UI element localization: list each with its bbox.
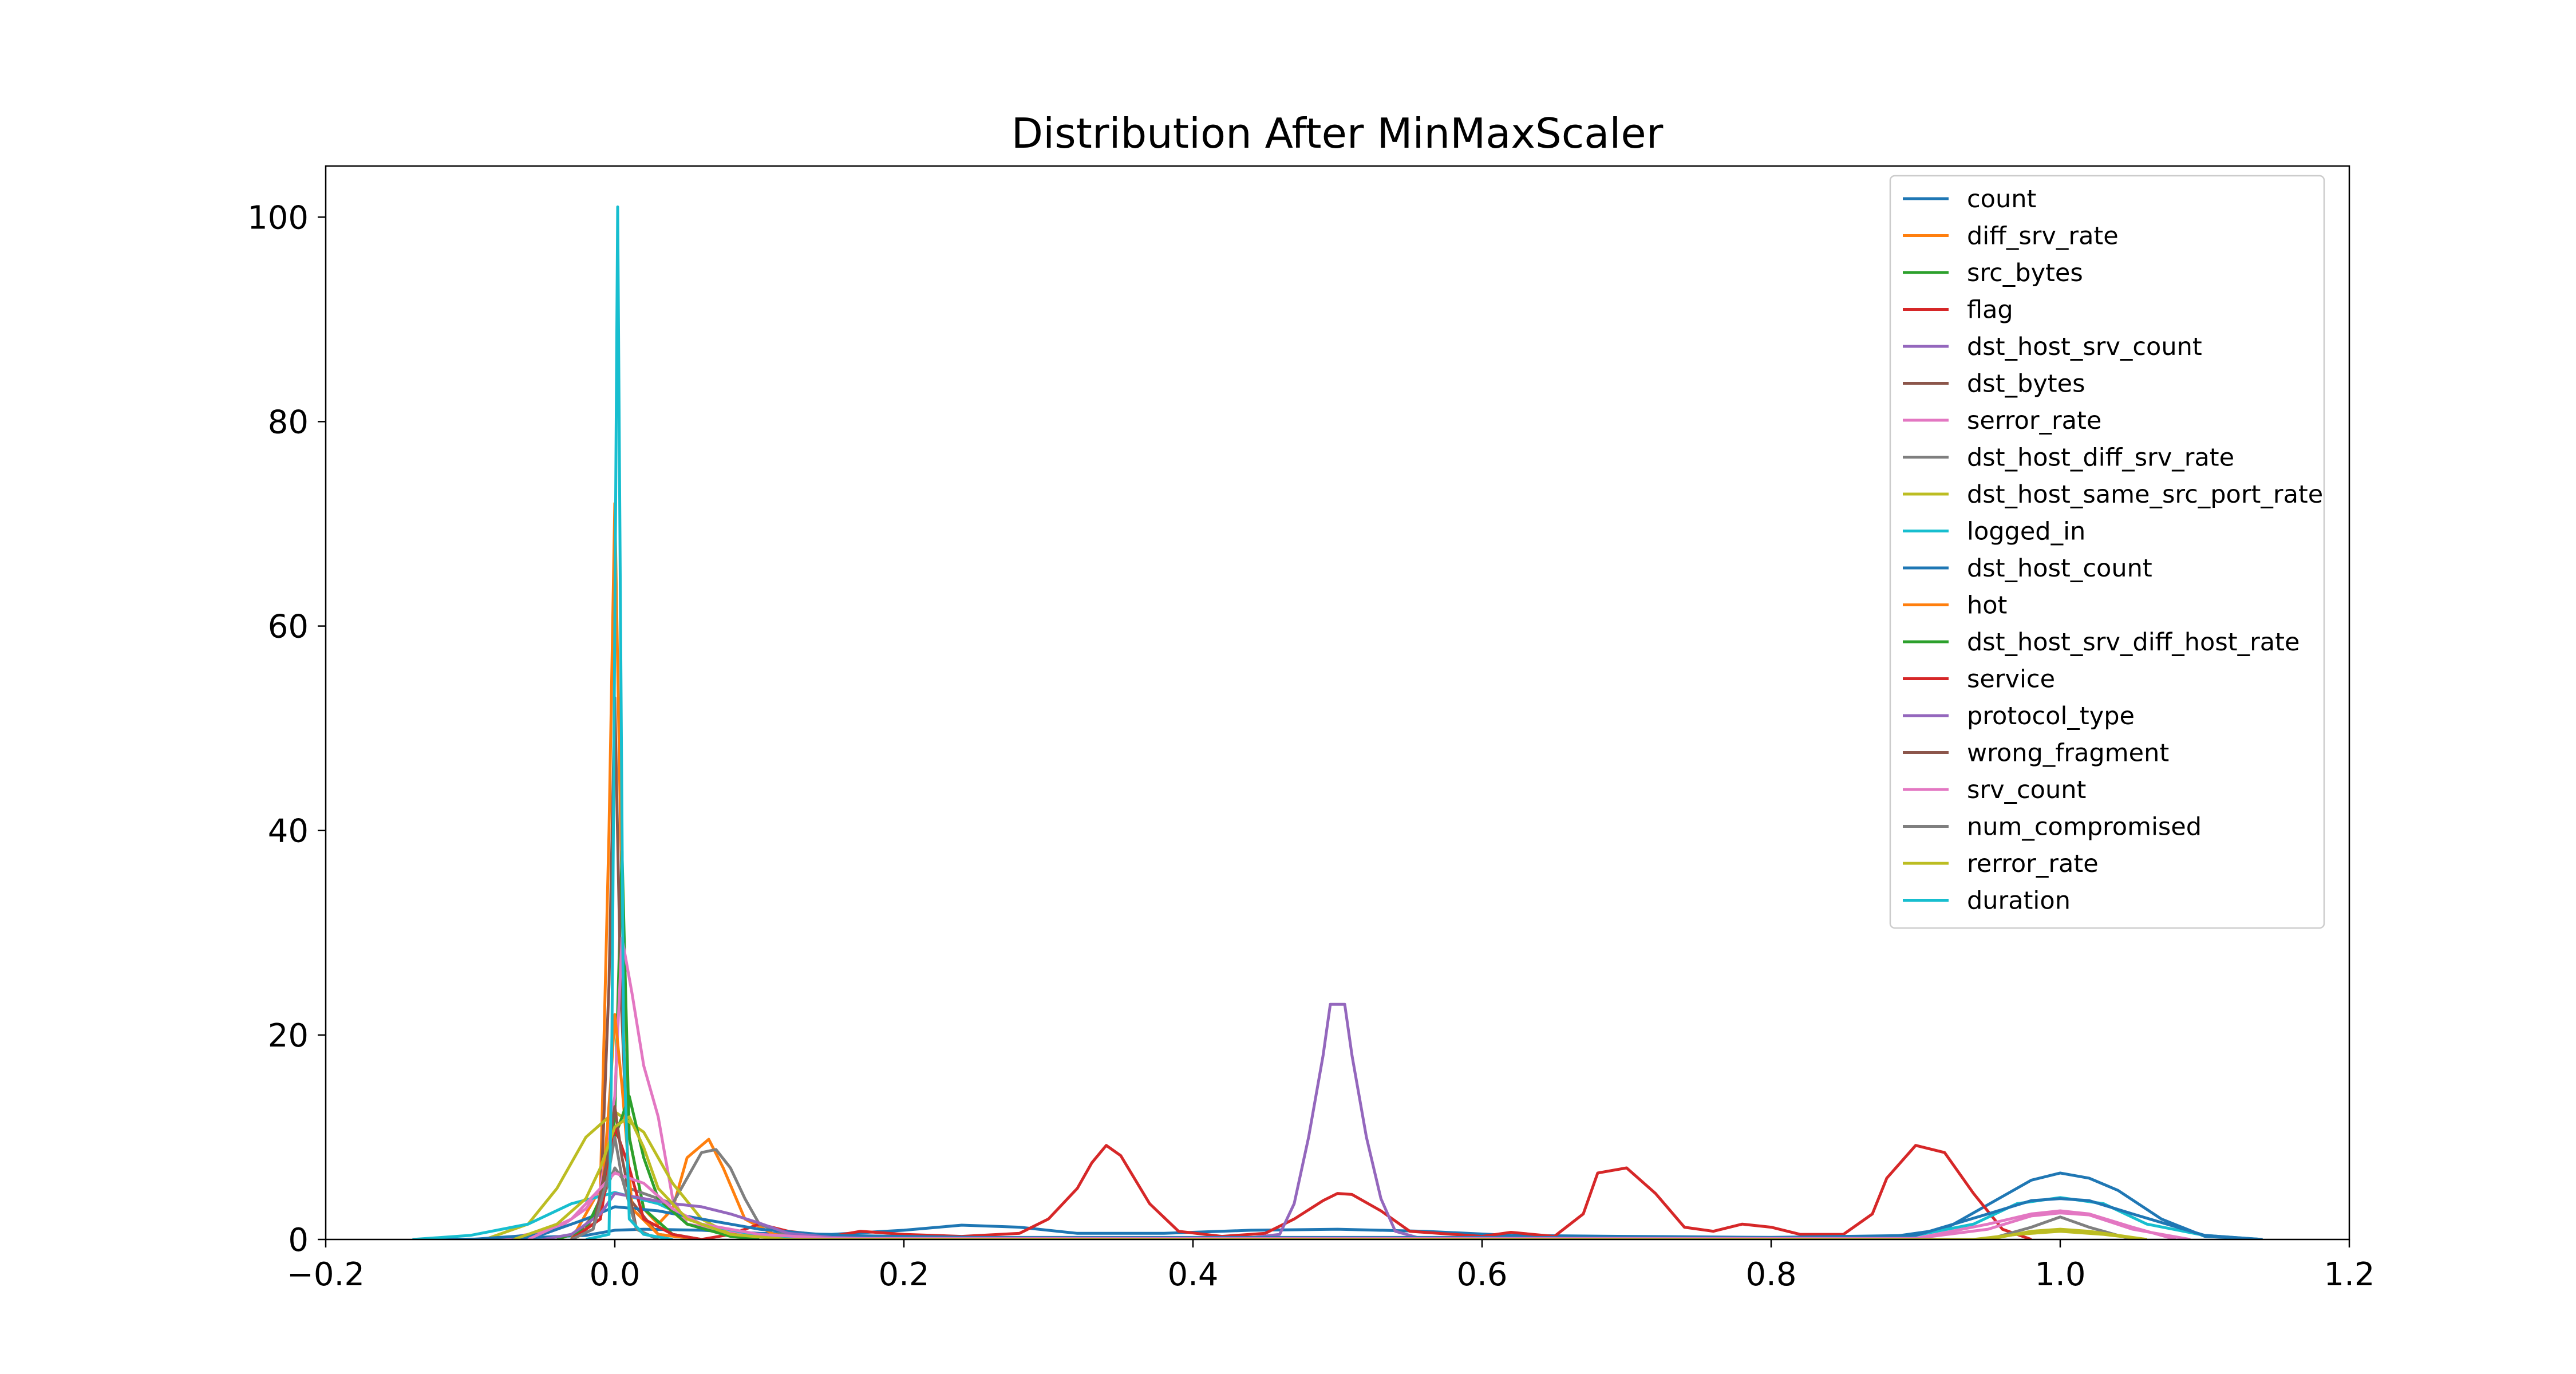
legend-label: dst_host_srv_count — [1967, 333, 2202, 361]
series-line-rerror-rate — [513, 1115, 2147, 1239]
series-layer — [412, 205, 2263, 1239]
x-tick-label: −0.2 — [287, 1256, 365, 1293]
legend-label: diff_srv_rate — [1967, 222, 2119, 251]
y-tick-label: 60 — [268, 609, 309, 646]
series-line-diff-srv-rate — [570, 502, 817, 1239]
x-tick-label: 0.0 — [589, 1256, 640, 1293]
legend-label: flag — [1967, 296, 2013, 325]
y-tick-label: 100 — [247, 199, 309, 236]
legend-label: dst_host_diff_srv_rate — [1967, 444, 2234, 472]
legend-label: dst_host_count — [1967, 554, 2152, 583]
legend-label: src_bytes — [1967, 259, 2083, 287]
x-tick-label: 1.0 — [2034, 1256, 2085, 1293]
x-tick-label: 0.4 — [1167, 1256, 1218, 1293]
legend-label: service — [1967, 665, 2055, 694]
chart-title: Distribution After MinMaxScaler — [1012, 109, 1664, 157]
series-line-service — [570, 1126, 702, 1239]
legend-label: count — [1967, 185, 2036, 214]
legend-label: wrong_fragment — [1967, 739, 2169, 768]
legend-label: rerror_rate — [1967, 850, 2099, 878]
series-line-dst-host-srv-diff-host-rate — [556, 1095, 760, 1239]
legend-label: duration — [1967, 887, 2071, 915]
y-axis: 0 20 40 60 80 100 — [247, 199, 326, 1259]
legend-label: num_compromised — [1967, 813, 2202, 842]
plot-frame — [325, 165, 2350, 1241]
y-tick-label: 0 — [288, 1222, 309, 1259]
legend-label: srv_count — [1967, 776, 2086, 804]
legend-label: protocol_type — [1967, 702, 2135, 731]
x-tick-label: 1.2 — [2324, 1256, 2374, 1293]
x-tick-label: 0.2 — [878, 1256, 929, 1293]
legend-label: serror_rate — [1967, 406, 2101, 435]
x-tick-label: 0.6 — [1456, 1256, 1507, 1293]
legend-label: dst_bytes — [1967, 370, 2085, 398]
series-line-flag — [701, 1144, 2032, 1239]
legend-label: hot — [1967, 591, 2007, 620]
legend-label: dst_host_srv_diff_host_rate — [1967, 628, 2300, 657]
y-tick-label: 20 — [268, 1017, 309, 1055]
x-tick-label: 0.8 — [1745, 1256, 1796, 1293]
legend-label: logged_in — [1967, 518, 2085, 546]
x-axis: −0.2 0.0 0.2 0.4 0.6 0.8 1.0 1.2 — [287, 1239, 2375, 1293]
series-line-dst-host-srv-count — [1236, 1002, 1425, 1239]
legend-label: dst_host_same_src_port_rate — [1967, 480, 2323, 509]
y-tick-label: 80 — [268, 404, 309, 441]
y-tick-label: 40 — [268, 813, 309, 850]
series-line-count — [412, 1171, 2263, 1239]
series-line-duration — [585, 205, 673, 1239]
series-line-num-compromised — [571, 1135, 659, 1239]
legend-frame — [1889, 175, 2325, 929]
